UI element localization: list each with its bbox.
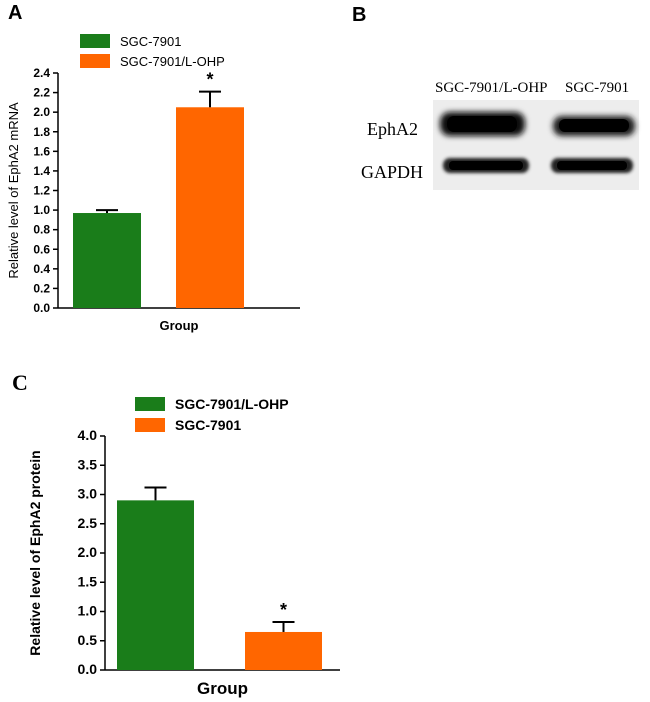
- y-tick-label: 0.5: [78, 632, 98, 648]
- y-tick-label: 0.8: [33, 223, 50, 237]
- y-tick-label: 2.0: [33, 105, 50, 119]
- chart-c: SGC-7901/L-OHP SGC-7901 0.0 0.5 1.0 1.5 2.0 2.5…: [27, 396, 340, 698]
- y-tick-label: 2.5: [78, 515, 98, 531]
- y-tick-label: 2.2: [33, 86, 50, 100]
- panel-c-letter: C: [12, 370, 28, 395]
- blot-band: [447, 116, 517, 132]
- y-axis-title: Relative level of EphA2 mRNA: [6, 102, 21, 279]
- y-tick-label: 1.2: [33, 184, 50, 198]
- legend-swatch: [135, 397, 165, 411]
- y-tick-label: 0.6: [33, 242, 50, 256]
- blot-row-label: GAPDH: [361, 162, 423, 182]
- x-axis-title: Group: [160, 318, 199, 333]
- panel-b-letter: B: [352, 4, 367, 26]
- bar: [117, 500, 194, 670]
- y-tick-label: 0.0: [33, 301, 50, 315]
- y-tick-label: 2.4: [33, 66, 50, 80]
- legend-swatch: [80, 54, 110, 68]
- y-tick-label: 4.0: [78, 427, 98, 443]
- y-tick-label: 1.0: [33, 203, 50, 217]
- chart-a: SGC-7901 SGC-7901/L-OHP 0.0 0.2 0.4 0.6 0.8 1.0…: [6, 34, 300, 333]
- legend-swatch: [80, 34, 110, 48]
- legend-label: SGC-7901/L-OHP: [120, 54, 225, 69]
- y-axis-title: Relative level of EphA2 protein: [27, 450, 43, 655]
- bar: [245, 631, 322, 670]
- y-tick-label: 1.6: [33, 144, 50, 158]
- x-axis-title: Group: [197, 679, 248, 698]
- bar: [176, 107, 244, 308]
- y-tick-label: 0.2: [33, 281, 50, 295]
- legend-swatch: [135, 418, 165, 432]
- legend-label: SGC-7901/L-OHP: [175, 396, 289, 412]
- bar: [73, 213, 141, 308]
- blot-band: [449, 161, 523, 170]
- y-tick-label: 3.5: [78, 456, 98, 472]
- western-blot-panel: SGC-7901/L-OHP SGC-7901 EphA2 GAPDH: [361, 80, 639, 190]
- blot-band: [557, 161, 627, 170]
- y-tick-label: 3.0: [78, 486, 98, 502]
- blot-row-label: EphA2: [367, 119, 418, 139]
- significance-marker: *: [206, 70, 213, 90]
- legend-label: SGC-7901: [175, 417, 241, 433]
- significance-marker: *: [280, 600, 287, 620]
- y-tick-label: 1.8: [33, 125, 50, 139]
- panel-a-letter: A: [8, 2, 23, 24]
- legend-label: SGC-7901: [120, 34, 181, 49]
- y-tick-label: 2.0: [78, 544, 98, 560]
- y-tick-label: 0.4: [33, 262, 50, 276]
- y-tick-label: 1.4: [33, 164, 50, 178]
- lane-label: SGC-7901/L-OHP: [435, 80, 548, 96]
- lane-label: SGC-7901: [565, 80, 629, 96]
- y-tick-label: 1.0: [78, 603, 98, 619]
- y-tick-label: 0.0: [78, 661, 98, 677]
- y-tick-label: 1.5: [78, 573, 98, 589]
- blot-band: [559, 119, 629, 132]
